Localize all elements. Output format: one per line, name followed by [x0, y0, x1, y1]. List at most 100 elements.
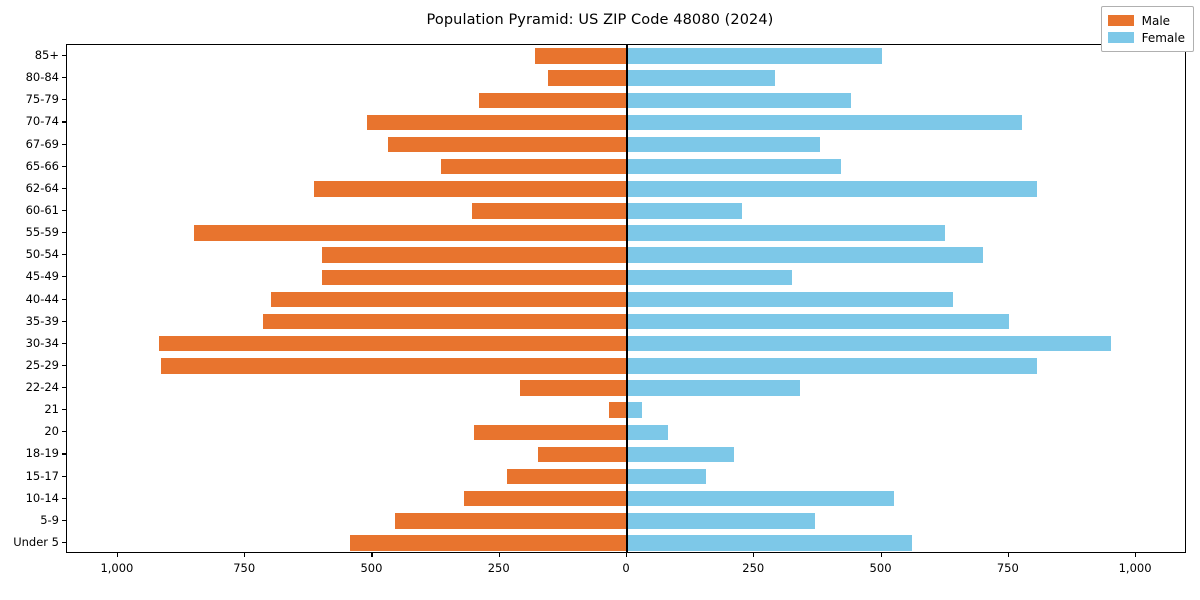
y-tick-label: 40-44 — [25, 291, 59, 306]
y-tick-mark — [62, 431, 66, 433]
y-tick-mark — [62, 453, 66, 455]
bar-male-50-54 — [321, 247, 627, 263]
y-tick-label: 55-59 — [25, 225, 59, 240]
bar-row — [67, 535, 1185, 551]
bar-male-21 — [609, 402, 627, 418]
bar-male-35-39 — [263, 313, 627, 330]
bar-row — [67, 336, 1185, 352]
x-tick-mark — [244, 553, 246, 557]
y-tick-mark — [62, 121, 66, 123]
bar-male-15-17 — [507, 468, 627, 485]
bar-female-60-61 — [627, 203, 742, 219]
bar-row — [67, 380, 1185, 396]
y-tick-label: 80-84 — [25, 70, 59, 85]
bar-female-50-54 — [627, 247, 984, 263]
x-tick-label: 750 — [233, 561, 256, 575]
legend-swatch-male-icon — [1107, 15, 1134, 26]
y-tick-mark — [62, 387, 66, 389]
bar-female-5-9 — [627, 513, 816, 529]
legend-entry-male[interactable]: Male — [1107, 12, 1185, 29]
x-tick-label: 0 — [622, 561, 630, 575]
y-tick-mark — [62, 143, 66, 145]
bar-male-under-5 — [349, 535, 627, 551]
y-tick-mark — [62, 99, 66, 101]
bar-male-20 — [474, 424, 627, 441]
legend-entry-female[interactable]: Female — [1107, 29, 1185, 46]
bar-male-55-59 — [194, 225, 627, 241]
bar-row — [67, 358, 1185, 374]
bar-row — [67, 203, 1185, 219]
bar-male-5-9 — [395, 513, 627, 529]
bar-male-18-19 — [537, 446, 627, 463]
bar-row — [67, 424, 1185, 441]
bar-male-85- — [535, 48, 627, 64]
y-tick-mark — [62, 298, 66, 300]
bar-male-75-79 — [479, 92, 627, 109]
y-tick-mark — [62, 364, 66, 366]
y-tick-label: 18-19 — [25, 446, 59, 461]
bar-female-30-34 — [627, 336, 1111, 352]
y-tick-label: 21 — [44, 402, 59, 417]
bar-row — [67, 291, 1185, 308]
y-tick-mark — [62, 209, 66, 212]
bar-row — [67, 402, 1185, 418]
bar-male-65-66 — [441, 158, 627, 175]
x-tick-label: 250 — [487, 561, 510, 575]
y-tick-mark — [62, 55, 66, 57]
bar-row — [67, 158, 1185, 175]
chart-legend[interactable]: Male Female — [1100, 6, 1194, 52]
bar-row — [67, 70, 1185, 86]
bar-female-45-49 — [627, 269, 793, 286]
bar-female-under-5 — [627, 535, 913, 551]
bar-female-85- — [627, 48, 882, 64]
bar-male-80-84 — [548, 70, 627, 86]
x-tick-mark — [498, 553, 500, 557]
y-tick-mark — [62, 232, 66, 234]
y-tick-label: 30-34 — [25, 335, 59, 350]
bar-female-22-24 — [627, 380, 801, 396]
y-tick-label: Under 5 — [13, 534, 59, 549]
bar-male-22-24 — [520, 380, 627, 396]
x-tick-mark — [371, 553, 373, 557]
x-tick-mark — [880, 553, 882, 557]
y-tick-mark — [62, 497, 66, 499]
bar-male-60-61 — [471, 203, 627, 219]
y-tick-mark — [62, 77, 66, 79]
bar-row — [67, 48, 1185, 64]
legend-label: Female — [1141, 30, 1185, 45]
y-tick-label: 15-17 — [25, 468, 59, 483]
y-tick-mark — [62, 342, 66, 344]
x-tick-label: 750 — [996, 561, 1019, 575]
zero-axis-line — [626, 45, 628, 552]
y-tick-label: 50-54 — [25, 247, 59, 262]
y-tick-mark — [62, 320, 66, 322]
y-tick-mark — [62, 409, 66, 411]
x-tick-mark — [626, 553, 628, 557]
bar-male-67-69 — [387, 136, 627, 153]
bar-row — [67, 313, 1185, 330]
bar-male-25-29 — [161, 358, 627, 374]
y-tick-label: 65-66 — [25, 158, 59, 173]
x-tick-label: 1,000 — [1118, 561, 1152, 575]
y-tick-label: 25-29 — [25, 357, 59, 372]
legend-swatch-female-icon — [1107, 32, 1134, 43]
y-tick-mark — [62, 475, 66, 477]
bar-female-25-29 — [627, 358, 1037, 374]
bar-row — [67, 136, 1185, 153]
y-tick-label: 62-64 — [25, 180, 59, 195]
y-tick-mark — [62, 254, 66, 256]
y-tick-label: 10-14 — [25, 490, 59, 505]
y-tick-mark — [62, 187, 66, 189]
y-tick-label: 22-24 — [25, 380, 59, 395]
bar-female-80-84 — [627, 70, 775, 86]
bar-row — [67, 490, 1185, 507]
bar-female-18-19 — [627, 446, 734, 463]
legend-label: Male — [1141, 13, 1171, 28]
bar-male-62-64 — [313, 181, 627, 197]
bar-female-55-59 — [627, 225, 946, 241]
bar-row — [67, 92, 1185, 109]
y-tick-mark — [62, 165, 66, 167]
bar-row — [67, 446, 1185, 463]
bar-row — [67, 513, 1185, 529]
